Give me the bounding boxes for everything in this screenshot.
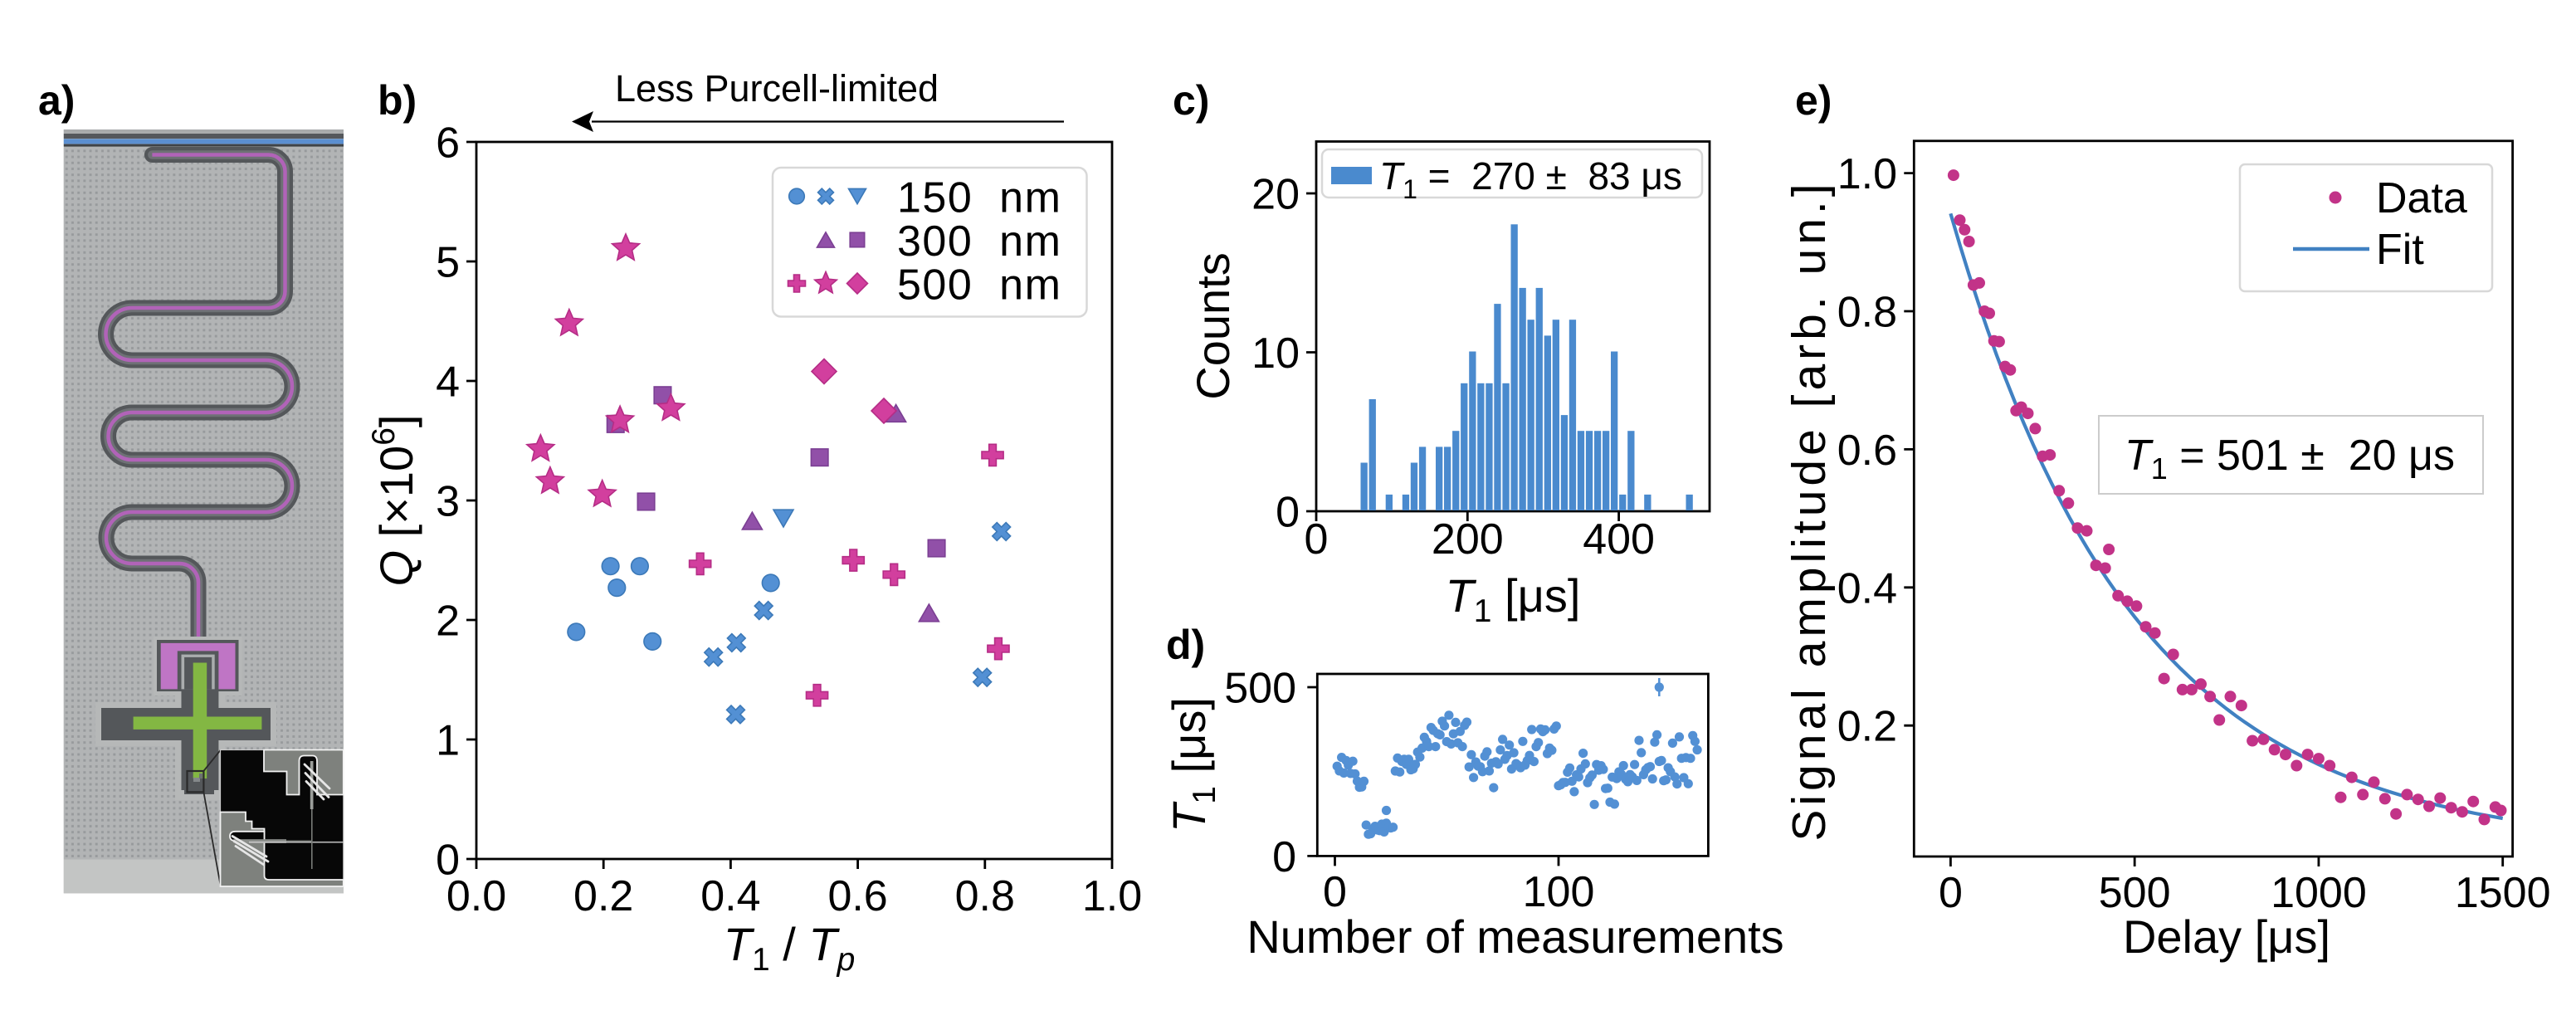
svg-text:0.6: 0.6 [827,872,887,920]
svg-text:T1 [μs]: T1 [μs] [1163,697,1222,832]
svg-text:Less Purcell-limited: Less Purcell-limited [615,67,939,110]
svg-text:3: 3 [436,478,460,526]
svg-text:Delay [μs]: Delay [μs] [2123,910,2330,963]
svg-text:Counts: Counts [1187,252,1239,399]
svg-text:0: 0 [1272,833,1296,881]
svg-text:0.4: 0.4 [700,872,760,920]
svg-text:Data: Data [2376,174,2467,222]
svg-text:6: 6 [436,120,460,168]
svg-text:5: 5 [436,239,460,287]
svg-text:2: 2 [436,598,460,646]
svg-text:20: 20 [1251,171,1300,219]
svg-text:e): e) [1795,77,1832,124]
svg-text:500: 500 [1224,664,1296,712]
svg-text:0: 0 [1323,868,1347,916]
svg-text:1000: 1000 [2271,869,2367,917]
svg-text:150 nm: 150 nm [897,174,1061,222]
svg-text:Number of measurements: Number of measurements [1247,910,1783,963]
svg-text:500 nm: 500 nm [897,261,1061,310]
svg-text:c): c) [1173,77,1209,124]
svg-text:T1 = 270 ± 83 μs: T1 = 270 ± 83 μs [1379,154,1682,204]
svg-text:Signal amplitude [arb. un.]: Signal amplitude [arb. un.] [1783,179,1836,841]
svg-text:0.2: 0.2 [1837,703,1897,751]
svg-text:0.0: 0.0 [446,872,506,920]
svg-text:d): d) [1166,622,1205,668]
svg-text:Fit: Fit [2376,226,2424,274]
svg-text:1.0: 1.0 [1837,150,1897,198]
svg-text:0.2: 0.2 [573,872,633,920]
svg-text:0.8: 0.8 [1837,289,1897,337]
svg-text:300 nm: 300 nm [897,217,1061,266]
svg-text:0: 0 [1305,515,1329,564]
svg-text:10: 10 [1251,329,1300,378]
svg-text:0.8: 0.8 [955,872,1015,920]
svg-text:4: 4 [436,359,460,407]
svg-text:1: 1 [436,717,460,765]
svg-text:0.6: 0.6 [1837,427,1897,475]
svg-text:0: 0 [1939,869,1963,917]
svg-text:0: 0 [1276,489,1300,537]
svg-text:a): a) [38,77,75,124]
svg-text:b): b) [378,77,417,124]
svg-text:500: 500 [2099,869,2171,917]
svg-text:1500: 1500 [2455,869,2551,917]
svg-text:200: 200 [1432,515,1504,564]
svg-text:1.0: 1.0 [1082,872,1142,920]
svg-text:T1 [μs]: T1 [μs] [1446,569,1581,629]
svg-text:0: 0 [436,837,460,885]
svg-text:100: 100 [1523,868,1595,916]
svg-text:0.4: 0.4 [1837,564,1897,612]
svg-text:T1 = 501 ± 20 μs: T1 = 501 ± 20 μs [2125,432,2455,486]
svg-text:T1 / Tp: T1 / Tp [724,918,856,978]
svg-text:400: 400 [1583,515,1655,564]
